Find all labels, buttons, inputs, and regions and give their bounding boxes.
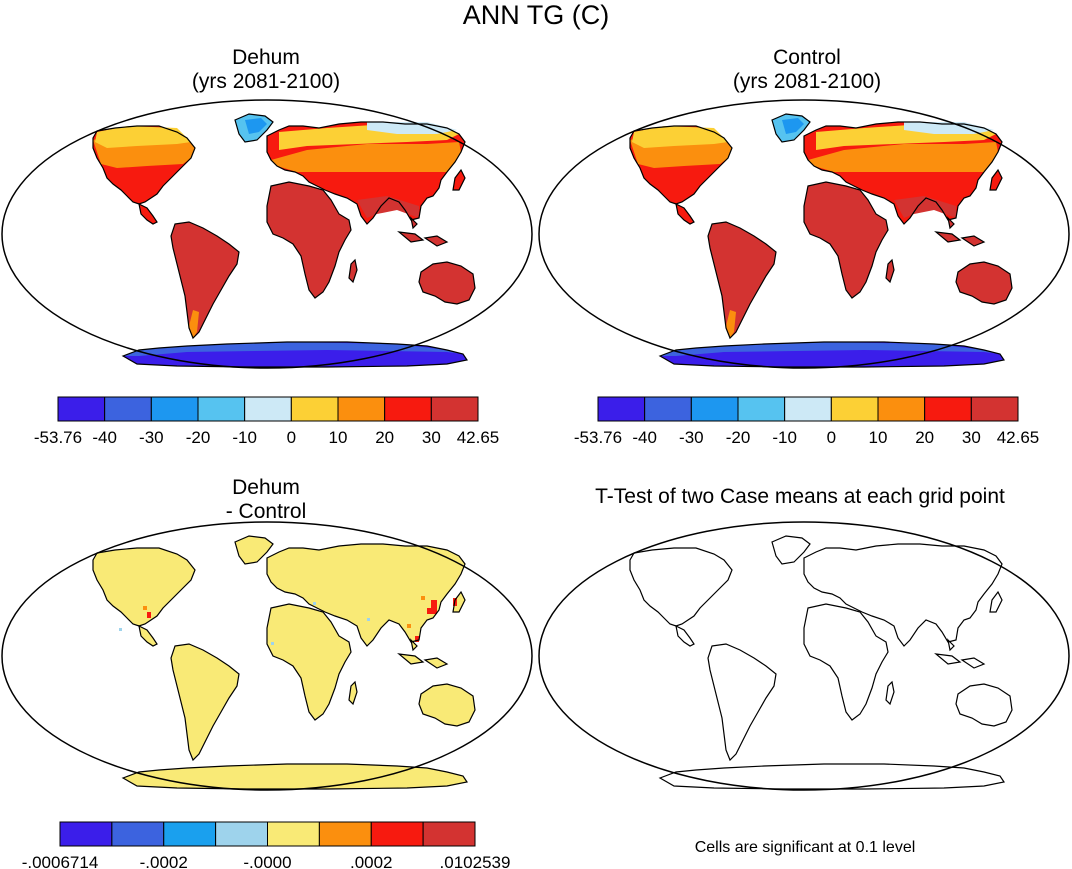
map-frame [538,99,1070,369]
colorbar-tick-label: 20 [915,428,934,447]
land-tropics [171,182,475,338]
colorbar-swatch [57,396,106,422]
panel-title-control-line2: (yrs 2081-2100) [732,70,882,93]
panel-title-control-line1: Control [773,46,841,69]
map-frame [1,521,533,791]
colorbar-tick-label: .0002 [350,853,393,869]
colorbar-swatch [384,396,432,422]
map-ttest [538,521,1070,791]
colorbar-tick-label: 30 [962,428,981,447]
colorbar-tick-label: -20 [726,428,751,447]
colorbar-diff: -.0006714 -.0002 -.0000 .0002 .0102539 [22,821,511,869]
colorbar-dehum: -53.76 -40 -30 -20 -10 0 10 20 30 42.65 [34,396,500,447]
colorbar-tick-label: 0 [827,428,836,447]
colorbar-tick-label: 30 [422,428,441,447]
panel-title-ttest: T-Test of two Case means at each grid po… [595,485,1005,508]
colorbar-tick-label: -20 [186,428,211,447]
diff-blue-spots [119,602,370,645]
colorbar-tick-label: 42.65 [997,428,1040,447]
colorbar-swatch [422,821,476,847]
colorbar-swatch [150,396,199,422]
colorbar-tick-label: 20 [375,428,394,447]
land-patagonia-orange [726,310,736,338]
colorbar-swatch [337,396,386,422]
colorbar-swatch [267,821,320,847]
land-greenland-core [245,118,267,134]
colorbar-swatch [111,821,165,847]
colorbar-swatch [163,821,217,847]
land-tropics [708,182,1012,338]
map-control [538,99,1070,369]
colorbar-swatch [970,396,1019,422]
colorbar-tick-label: -10 [232,428,257,447]
land-patagonia-orange [189,310,199,338]
map-frame [1,99,533,369]
colorbar-tick-label: -53.76 [34,428,82,447]
colorbar-tick-label: -30 [679,428,704,447]
colorbar-swatch [59,821,113,847]
colorbar-tick-label: -.0002 [140,853,188,869]
significance-note: Cells are significant at 0.1 level [694,839,916,856]
diff-orange-spots [143,596,425,628]
colorbar-tick-label: 0 [287,428,296,447]
map-dehum [1,99,533,369]
colorbar-swatch [924,396,972,422]
colorbar-tick-label: -40 [92,428,117,447]
panel-title-dehum-line1: Dehum [232,46,300,69]
colorbar-swatch [737,396,786,422]
figure-main-title: ANN TG (C) [462,0,610,30]
panel-title-dehum: Dehum (yrs 2081-2100) [166,46,366,94]
colorbar-control: -53.76 -40 -30 -20 -10 0 10 20 30 42.65 [574,396,1040,447]
colorbar-swatch [690,396,739,422]
colorbar-swatch [197,396,246,422]
colorbar-swatch [877,396,926,422]
colorbar-tick-label: -10 [772,428,797,447]
colorbar-swatch [244,396,292,422]
colorbar-swatch [784,396,832,422]
colorbar-swatch [597,396,646,422]
colorbar-swatch [104,396,152,422]
panel-title-dehum-line2: (yrs 2081-2100) [191,70,341,93]
colorbar-swatch [430,396,479,422]
colorbar-swatch [290,396,339,422]
panel-title-diff-line1: Dehum [232,476,300,499]
panel-title-diff: Dehum - Control [166,476,366,524]
map-frame [538,521,1070,791]
map-diff [1,521,533,791]
colorbar-tick-label: -.0000 [243,853,291,869]
colorbar-tick-label: -40 [632,428,657,447]
colorbar-tick-label: .0102539 [440,853,511,869]
colorbar-swatch [215,821,268,847]
coastlines [629,535,1013,790]
colorbar-tick-label: 10 [869,428,888,447]
colorbar-swatch [370,821,424,847]
colorbar-swatch [830,396,879,422]
land-greenland-core [782,118,804,134]
colorbar-swatch [318,821,372,847]
colorbar-tick-label: -53.76 [574,428,622,447]
colorbar-tick-label: 10 [329,428,348,447]
colorbar-tick-label: -30 [139,428,164,447]
panel-title-control: Control (yrs 2081-2100) [707,46,907,94]
colorbar-tick-label: 42.65 [457,428,500,447]
colorbar-swatch [644,396,692,422]
panel-title-diff-line2: - Control [225,500,307,523]
colorbar-tick-label: -.0006714 [22,853,99,869]
